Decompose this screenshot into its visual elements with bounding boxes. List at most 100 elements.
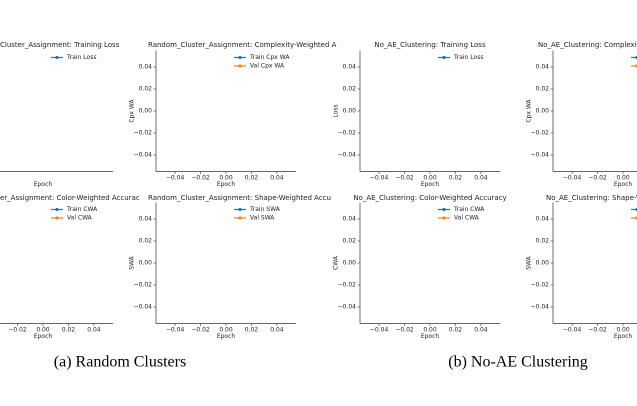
subplot-title: No_AE_Clustering: Complexit	[538, 41, 637, 49]
y-tick-label: 0.00	[139, 108, 153, 115]
x-axis-label: Epoch	[614, 333, 633, 340]
x-tick-label: 0.04	[270, 175, 284, 182]
y-tick-label: 0.04	[139, 64, 153, 71]
legend-label: Val CWA	[67, 215, 93, 222]
y-tick-label: −0.02	[338, 282, 357, 289]
x-tick-label: 0.04	[474, 327, 488, 334]
legend-marker	[238, 64, 242, 68]
y-tick-label: 0.00	[343, 260, 357, 267]
legend-marker	[238, 216, 242, 220]
legend-label: Train Cpx WA	[249, 54, 290, 61]
legend-marker	[55, 207, 59, 212]
x-tick-label: 0.00	[423, 327, 437, 334]
x-tick-label: 0.02	[449, 175, 463, 182]
y-tick-label: 0.02	[343, 86, 357, 93]
y-tick-label: −0.02	[134, 130, 153, 137]
x-tick-label: −0.04	[166, 327, 185, 334]
subplot-title: No_AE_Clustering: Training Loss	[374, 41, 486, 49]
x-tick-label: −0.02	[395, 327, 414, 334]
legend-label: Train Loss	[453, 54, 483, 61]
x-tick-label: −0.02	[588, 175, 607, 182]
subplot-title: er_Assignment: Color-Weighted Accurac	[0, 194, 140, 202]
x-tick-label: 0.04	[87, 327, 101, 334]
x-tick-label: −0.04	[563, 175, 582, 182]
legend-marker	[238, 207, 242, 212]
y-tick-label: 0.04	[139, 216, 153, 223]
y-tick-label: 0.04	[536, 216, 550, 223]
y-tick-label: −0.04	[531, 304, 550, 311]
x-axis-label: Epoch	[34, 181, 53, 188]
y-tick-label: 0.04	[343, 216, 357, 223]
x-tick-label: −0.02	[395, 175, 414, 182]
y-axis-label: SWA	[129, 255, 136, 269]
y-tick-label: −0.04	[338, 304, 357, 311]
x-tick-label: −0.02	[191, 327, 210, 334]
legend-marker	[55, 55, 59, 60]
legend-marker	[55, 216, 59, 220]
y-axis-label: Cpx WA	[129, 99, 136, 123]
y-tick-label: 0.04	[536, 64, 550, 71]
legend-label: Train CWA	[66, 206, 98, 213]
y-axis-label: SWA	[526, 255, 533, 269]
y-tick-label: −0.04	[338, 152, 357, 159]
y-axis-label: CWA	[333, 255, 340, 270]
subplot-title: No_AE_Clustering: Color-Weighted Accurac…	[353, 194, 506, 202]
y-tick-label: −0.04	[531, 152, 550, 159]
caption: (b) No-AE Clustering	[448, 354, 588, 371]
legend-marker	[442, 207, 446, 212]
y-tick-label: 0.02	[536, 86, 550, 93]
x-tick-label: 0.00	[36, 327, 50, 334]
x-tick-label: −0.02	[588, 327, 607, 334]
x-tick-label: 0.04	[474, 175, 488, 182]
legend-marker	[442, 216, 446, 220]
y-tick-label: −0.02	[531, 130, 550, 137]
x-tick-label: −0.04	[166, 175, 185, 182]
y-axis-label: Cpx WA	[526, 99, 533, 123]
x-tick-label: −0.04	[370, 327, 389, 334]
x-tick-label: −0.02	[191, 175, 210, 182]
y-tick-label: −0.02	[338, 130, 357, 137]
y-tick-label: 0.00	[536, 260, 550, 267]
x-tick-label: 0.02	[245, 327, 259, 334]
y-tick-label: 0.02	[139, 238, 153, 245]
y-tick-label: −0.02	[531, 282, 550, 289]
subplot-title: No_AE_Clustering: Shape-V	[546, 194, 637, 202]
subplot-title: Random_Cluster_Assignment: Shape-Weighte…	[148, 194, 331, 202]
x-tick-label: −0.04	[563, 327, 582, 334]
legend-label: Train CWA	[453, 206, 485, 213]
legend-label: Val SWA	[250, 215, 275, 222]
x-tick-label: −0.02	[8, 327, 27, 334]
y-tick-label: 0.00	[536, 108, 550, 115]
subplot-title: Random_Cluster_Assignment: Complexity-We…	[148, 41, 337, 49]
x-tick-label: 0.00	[219, 175, 233, 182]
x-tick-label: 0.00	[616, 327, 630, 334]
legend-marker	[238, 55, 242, 60]
x-tick-label: 0.00	[616, 175, 630, 182]
x-tick-label: 0.02	[449, 327, 463, 334]
legend-marker	[442, 55, 446, 60]
y-axis-label: Loss	[333, 104, 340, 117]
x-tick-label: 0.00	[423, 175, 437, 182]
y-tick-label: 0.00	[343, 108, 357, 115]
y-tick-label: 0.00	[139, 260, 153, 267]
y-tick-label: 0.04	[343, 64, 357, 71]
y-tick-label: 0.02	[139, 86, 153, 93]
y-tick-label: −0.04	[134, 152, 153, 159]
y-tick-label: −0.04	[134, 304, 153, 311]
x-axis-label: Epoch	[34, 333, 53, 340]
x-axis-label: Epoch	[217, 181, 236, 188]
x-tick-label: −0.04	[370, 175, 389, 182]
x-axis-label: Epoch	[217, 333, 236, 340]
legend-label: Val Cpx WA	[250, 63, 285, 70]
x-axis-label: Epoch	[421, 181, 440, 188]
y-tick-label: −0.02	[134, 282, 153, 289]
x-tick-label: 0.04	[270, 327, 284, 334]
y-tick-label: 0.02	[536, 238, 550, 245]
caption: (a) Random Clusters	[54, 354, 186, 371]
x-tick-label: 0.02	[62, 327, 76, 334]
x-axis-label: Epoch	[614, 181, 633, 188]
legend-label: Train SWA	[249, 206, 281, 213]
x-tick-label: 0.00	[219, 327, 233, 334]
x-axis-label: Epoch	[421, 333, 440, 340]
